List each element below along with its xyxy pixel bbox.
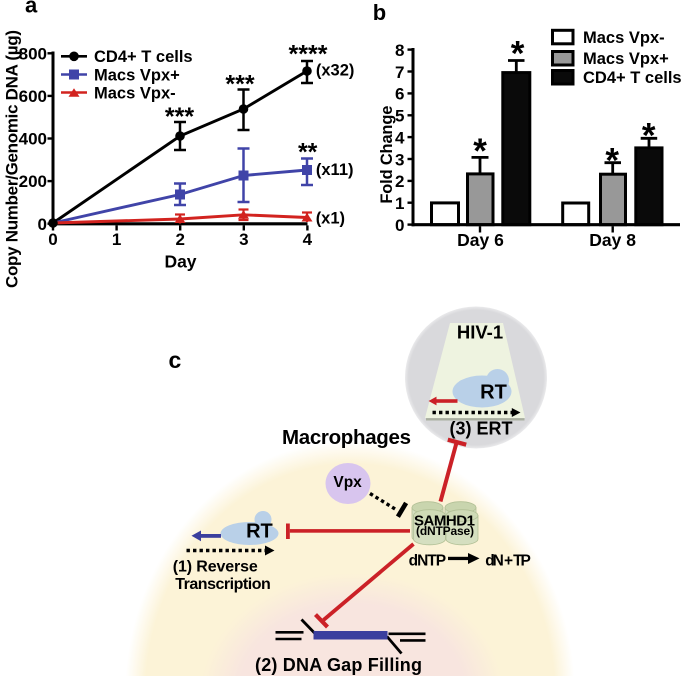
svg-text:CD4+ T cells: CD4+ T cells <box>583 69 682 87</box>
svg-text:****: **** <box>289 41 328 69</box>
svg-text:5: 5 <box>395 107 404 126</box>
svg-text:HIV-1: HIV-1 <box>457 322 503 343</box>
svg-text:(3) ERT: (3) ERT <box>450 419 513 439</box>
svg-text:***: *** <box>225 71 254 99</box>
svg-text:4: 4 <box>395 128 405 147</box>
svg-text:**: ** <box>298 139 318 167</box>
svg-text:*: * <box>511 35 525 74</box>
svg-text:dN + TP: dN + TP <box>485 552 531 569</box>
svg-text:RT: RT <box>246 521 273 543</box>
svg-text:Day 6: Day 6 <box>457 230 504 250</box>
svg-text:Fold Change: Fold Change <box>378 106 396 204</box>
svg-text:0: 0 <box>38 215 47 234</box>
svg-text:400: 400 <box>19 130 47 149</box>
svg-text:6: 6 <box>395 85 404 104</box>
svg-text:Day: Day <box>164 252 196 272</box>
svg-text:1: 1 <box>112 230 121 249</box>
svg-text:0: 0 <box>48 230 57 249</box>
svg-text:3: 3 <box>239 230 248 249</box>
svg-text:Macs Vpx-: Macs Vpx- <box>94 84 176 102</box>
svg-text:4: 4 <box>303 230 313 249</box>
svg-text:(x11): (x11) <box>316 161 354 179</box>
svg-text:Macrophages: Macrophages <box>282 426 411 449</box>
svg-text:8: 8 <box>395 41 404 60</box>
svg-text:b: b <box>373 0 386 25</box>
svg-text:(2) DNA Gap Filling: (2) DNA Gap Filling <box>255 655 422 675</box>
svg-text:SAMHD1: SAMHD1 <box>414 512 475 529</box>
svg-text:a: a <box>25 0 38 18</box>
svg-text:(x32): (x32) <box>316 62 355 80</box>
svg-text:Transcription: Transcription <box>175 576 271 593</box>
svg-text:Macs Vpx-: Macs Vpx- <box>583 29 665 47</box>
svg-text:2: 2 <box>175 230 184 249</box>
svg-text:Vpx: Vpx <box>333 474 362 491</box>
svg-text:*: * <box>605 142 619 181</box>
svg-text:(dNTPase): (dNTPase) <box>416 524 474 538</box>
svg-text:0: 0 <box>395 216 404 235</box>
svg-text:1: 1 <box>395 194 404 213</box>
svg-text:800: 800 <box>19 44 47 63</box>
svg-text:*: * <box>642 116 656 155</box>
svg-text:CD4+ T cells: CD4+ T cells <box>94 48 193 66</box>
svg-text:Macs Vpx+: Macs Vpx+ <box>583 50 669 68</box>
svg-text:2: 2 <box>395 172 404 191</box>
svg-text:(1) Reverse: (1) Reverse <box>173 558 258 575</box>
svg-text:600: 600 <box>19 87 47 106</box>
svg-text:c: c <box>169 347 182 373</box>
svg-text:(x1): (x1) <box>316 209 345 227</box>
svg-text:200: 200 <box>19 172 47 191</box>
svg-text:dNTP: dNTP <box>409 552 447 569</box>
svg-text:*: * <box>473 132 487 171</box>
svg-text:Day 8: Day 8 <box>589 230 636 250</box>
svg-text:RT: RT <box>480 382 507 404</box>
svg-text:Macs Vpx+: Macs Vpx+ <box>94 66 180 84</box>
svg-text:Copy Number/Genomic DNA (µg): Copy Number/Genomic DNA (µg) <box>3 30 22 288</box>
svg-text:7: 7 <box>395 63 404 82</box>
svg-text:***: *** <box>165 103 194 131</box>
svg-text:3: 3 <box>395 150 404 169</box>
